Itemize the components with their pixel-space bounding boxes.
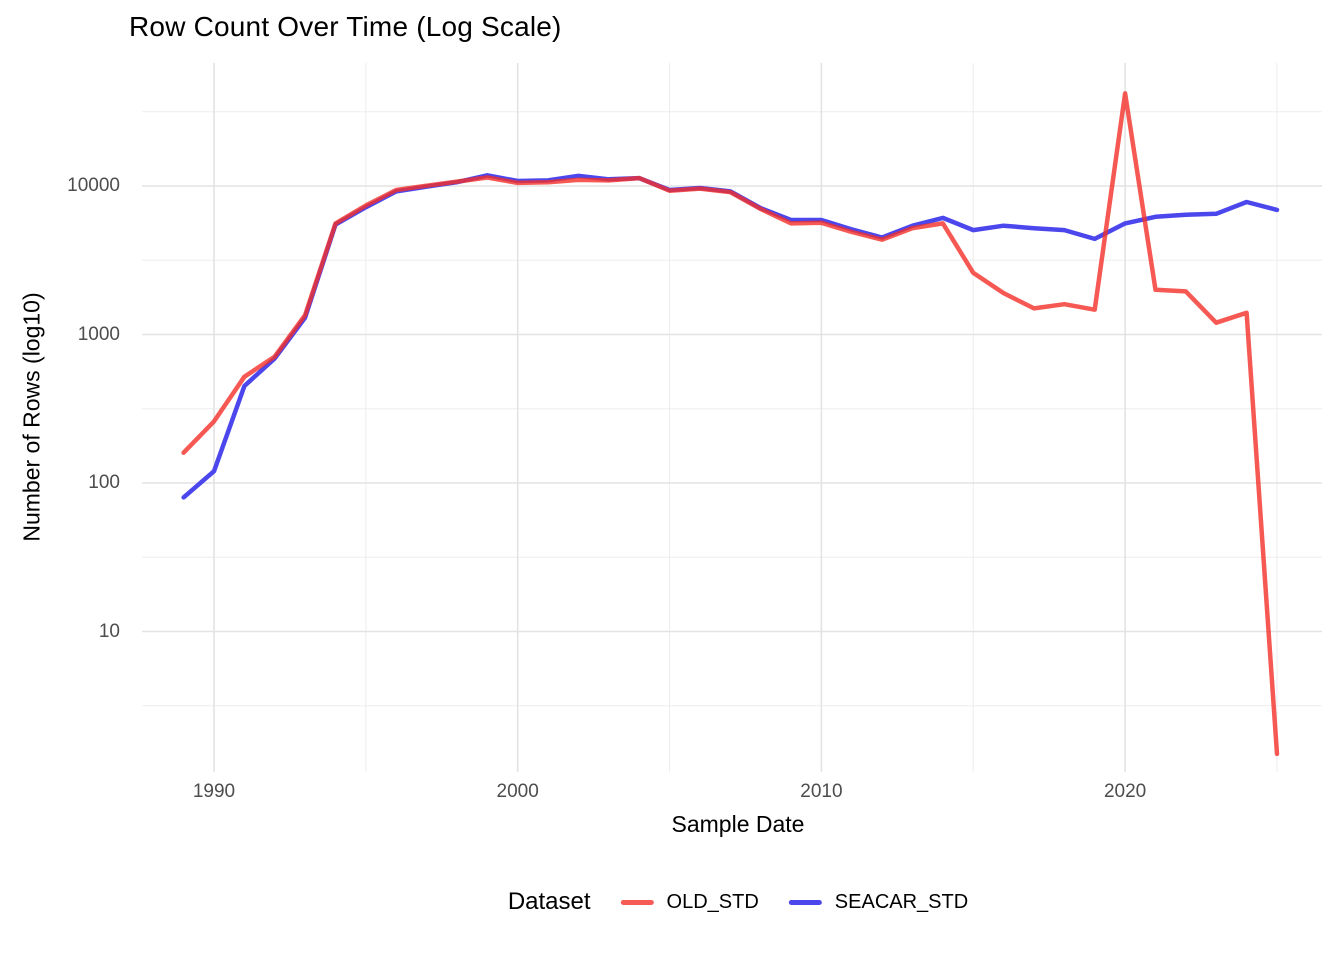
seacar-std-line — [181, 173, 1280, 500]
x-tick-label: 2000 — [496, 781, 539, 802]
legend-item-old-std: OLD_STD — [620, 890, 759, 914]
y-tick-label: 1000 — [77, 323, 120, 345]
legend: Dataset OLD_STD SEACAR_STD — [508, 888, 968, 916]
old-std-line-swatch — [620, 899, 654, 905]
x-tick-label: 1990 — [192, 781, 236, 802]
legend-item-seacar-std: SEACAR_STD — [788, 890, 969, 914]
x-tick-label: 2010 — [800, 781, 843, 802]
legend-title: Dataset — [507, 888, 591, 915]
old-std-line — [181, 91, 1280, 757]
chart-title: Row Count Over Time (Log Scale) — [129, 11, 562, 42]
y-tick-label: 100 — [88, 472, 120, 493]
seacar-std-line-swatch — [788, 899, 822, 905]
legend-label-old-std: OLD_STD — [666, 890, 759, 913]
legend-label-seacar-std: SEACAR_STD — [834, 890, 969, 913]
y-tick-label: 10000 — [67, 175, 120, 196]
x-tick-label: 2020 — [1103, 781, 1147, 802]
y-tick-label: 10 — [98, 620, 120, 642]
x-axis-title: Sample Date — [671, 811, 805, 837]
